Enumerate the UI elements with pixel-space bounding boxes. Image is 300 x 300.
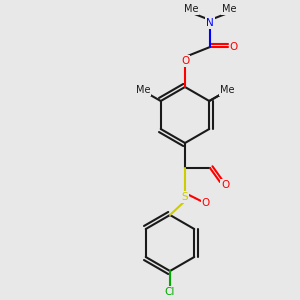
Text: Me: Me [184,4,198,14]
Text: S: S [182,192,188,202]
Text: O: O [181,56,189,66]
Text: Me: Me [222,4,236,14]
Text: Me: Me [220,85,235,95]
Text: Cl: Cl [165,287,175,297]
Text: O: O [221,180,229,190]
Text: N: N [206,18,214,28]
Text: O: O [202,198,210,208]
Text: Me: Me [136,85,150,95]
Text: O: O [230,42,238,52]
